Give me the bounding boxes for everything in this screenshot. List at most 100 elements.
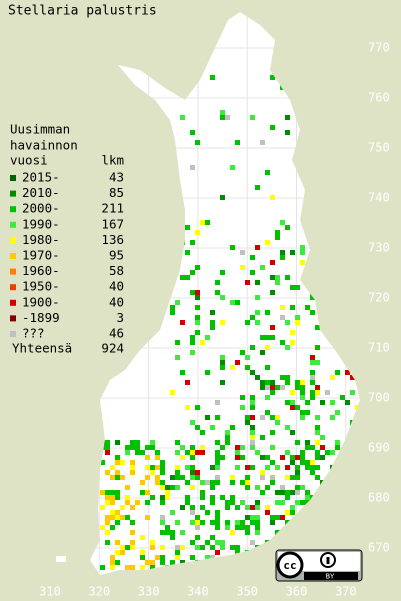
observation-cell [210, 485, 215, 490]
observation-cell [175, 300, 180, 305]
observation-cell [200, 450, 205, 455]
observation-cell [180, 545, 185, 550]
y-tick-label: 730 [368, 241, 390, 255]
observation-cell [240, 250, 245, 255]
observation-cell [190, 450, 195, 455]
observation-cell [325, 480, 330, 485]
legend-label: 1950- [22, 279, 60, 294]
observation-cell [330, 450, 335, 455]
observation-cell [215, 465, 220, 470]
observation-cell [345, 445, 350, 450]
observation-cell [320, 400, 325, 405]
legend-count-header: lkm [101, 153, 124, 168]
observation-cell [115, 540, 120, 545]
svg-text:cc: cc [283, 559, 296, 572]
observation-cell [130, 470, 135, 475]
observation-cell [190, 510, 195, 515]
legend-label: 2010- [22, 185, 60, 200]
observation-cell [195, 560, 200, 565]
observation-cell [195, 295, 200, 300]
observation-cell [245, 525, 250, 530]
observation-cell [270, 515, 275, 520]
observation-cell [270, 475, 275, 480]
observation-cell [110, 510, 115, 515]
observation-cell [250, 540, 255, 545]
observation-cell [215, 480, 220, 485]
observation-cell [125, 565, 130, 570]
observation-cell [310, 375, 315, 380]
observation-cell [180, 225, 185, 230]
observation-cell [250, 395, 255, 400]
observation-cell [285, 380, 290, 385]
observation-cell [115, 470, 120, 475]
observation-cell [190, 420, 195, 425]
observation-cell [215, 540, 220, 545]
license-label: BY [326, 573, 335, 581]
observation-cell [300, 395, 305, 400]
observation-cell [180, 115, 185, 120]
observation-cell [170, 310, 175, 315]
observation-cell [295, 470, 300, 475]
observation-cell [220, 110, 225, 115]
legend-label: 1980- [22, 232, 60, 247]
observation-cell [290, 455, 295, 460]
observation-cell [215, 290, 220, 295]
observation-cell [170, 390, 175, 395]
observation-cell [225, 435, 230, 440]
observation-cell [180, 505, 185, 510]
observation-cell [295, 490, 300, 495]
observation-cell [210, 535, 215, 540]
observation-cell [235, 445, 240, 450]
observation-cell [220, 560, 225, 565]
observation-cell [295, 320, 300, 325]
observation-cell [215, 525, 220, 530]
observation-cell [190, 505, 195, 510]
observation-cell [295, 485, 300, 490]
observation-cell [290, 250, 295, 255]
observation-cell [320, 510, 325, 515]
observation-cell [190, 555, 195, 560]
observation-cell [310, 460, 315, 465]
legend-count: 43 [109, 170, 124, 185]
observation-cell [250, 345, 255, 350]
observation-cell [160, 500, 165, 505]
observation-cell [300, 520, 305, 525]
observation-cell [300, 450, 305, 455]
observation-cell [295, 500, 300, 505]
x-tick-label: 340 [187, 585, 209, 599]
observation-cell [120, 505, 125, 510]
observation-cell [185, 500, 190, 505]
observation-cell [170, 530, 175, 535]
observation-cell [210, 75, 215, 80]
observation-cell [195, 305, 200, 310]
legend-count: 46 [109, 326, 124, 341]
observation-cell [200, 480, 205, 485]
y-tick-label: 670 [368, 541, 390, 555]
legend-count: 58 [109, 263, 124, 278]
observation-cell [255, 450, 260, 455]
observation-cell [250, 465, 255, 470]
observation-cell [340, 465, 345, 470]
observation-cell [270, 415, 275, 420]
observation-cell [280, 500, 285, 505]
observation-cell [285, 225, 290, 230]
observation-cell [230, 165, 235, 170]
observation-cell [160, 545, 165, 550]
observation-cell [190, 130, 195, 135]
observation-cell [275, 545, 280, 550]
observation-cell [270, 565, 275, 570]
observation-cell [105, 540, 110, 545]
observation-cell [285, 130, 290, 135]
observation-cell [205, 565, 210, 570]
observation-cell [280, 385, 285, 390]
observation-cell [235, 450, 240, 455]
observation-cell [255, 295, 260, 300]
observation-cell [195, 470, 200, 475]
observation-cell [115, 455, 120, 460]
observation-cell [350, 375, 355, 380]
observation-cell [270, 480, 275, 485]
observation-cell [315, 520, 320, 525]
observation-cell [115, 515, 120, 520]
observation-cell [345, 500, 350, 505]
observation-cell [225, 430, 230, 435]
